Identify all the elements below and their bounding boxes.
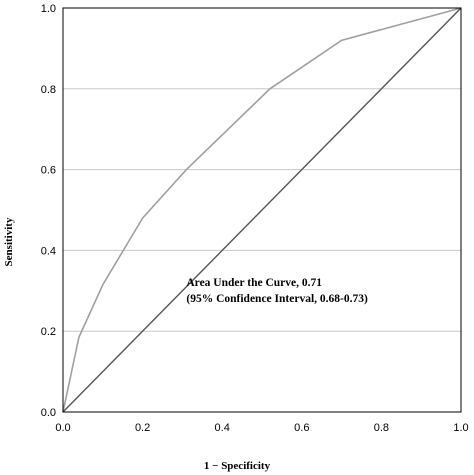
x-tick-label-5: 1.0 [453, 422, 468, 434]
y-tick-label-3: 0.6 [41, 165, 56, 177]
y-tick-label-1: 0.2 [41, 326, 56, 338]
x-tick-label-4: 0.8 [374, 422, 389, 434]
x-tick-label-2: 0.4 [215, 422, 230, 434]
plot-frame [62, 7, 462, 413]
x-tick-labels: 0.0 0.2 0.4 0.6 0.8 1.0 [55, 422, 468, 434]
y-tick-label-5: 1.0 [41, 3, 56, 15]
y-tick-label-4: 0.8 [41, 84, 56, 96]
roc-curve-line [62, 7, 462, 413]
reference-line-line [62, 7, 462, 413]
x-tick-label-3: 0.6 [294, 422, 309, 434]
y-tick-label-2: 0.4 [41, 245, 56, 257]
y-axis-title: Sensitivity [3, 217, 15, 266]
x-tick-label-0: 0.0 [55, 422, 70, 434]
x-axis-title: 1 − Specificity [204, 460, 271, 472]
auc-annotation: Area Under the Curve, 0.71 [186, 277, 322, 289]
y-tick-label-0: 0.0 [41, 407, 56, 419]
series-layer [62, 7, 462, 413]
ci-annotation: (95% Confidence Interval, 0.68-0.73) [186, 293, 368, 305]
y-tick-labels: 0.0 0.2 0.4 0.6 0.8 1.0 [41, 3, 56, 419]
x-tick-label-1: 0.2 [135, 422, 150, 434]
